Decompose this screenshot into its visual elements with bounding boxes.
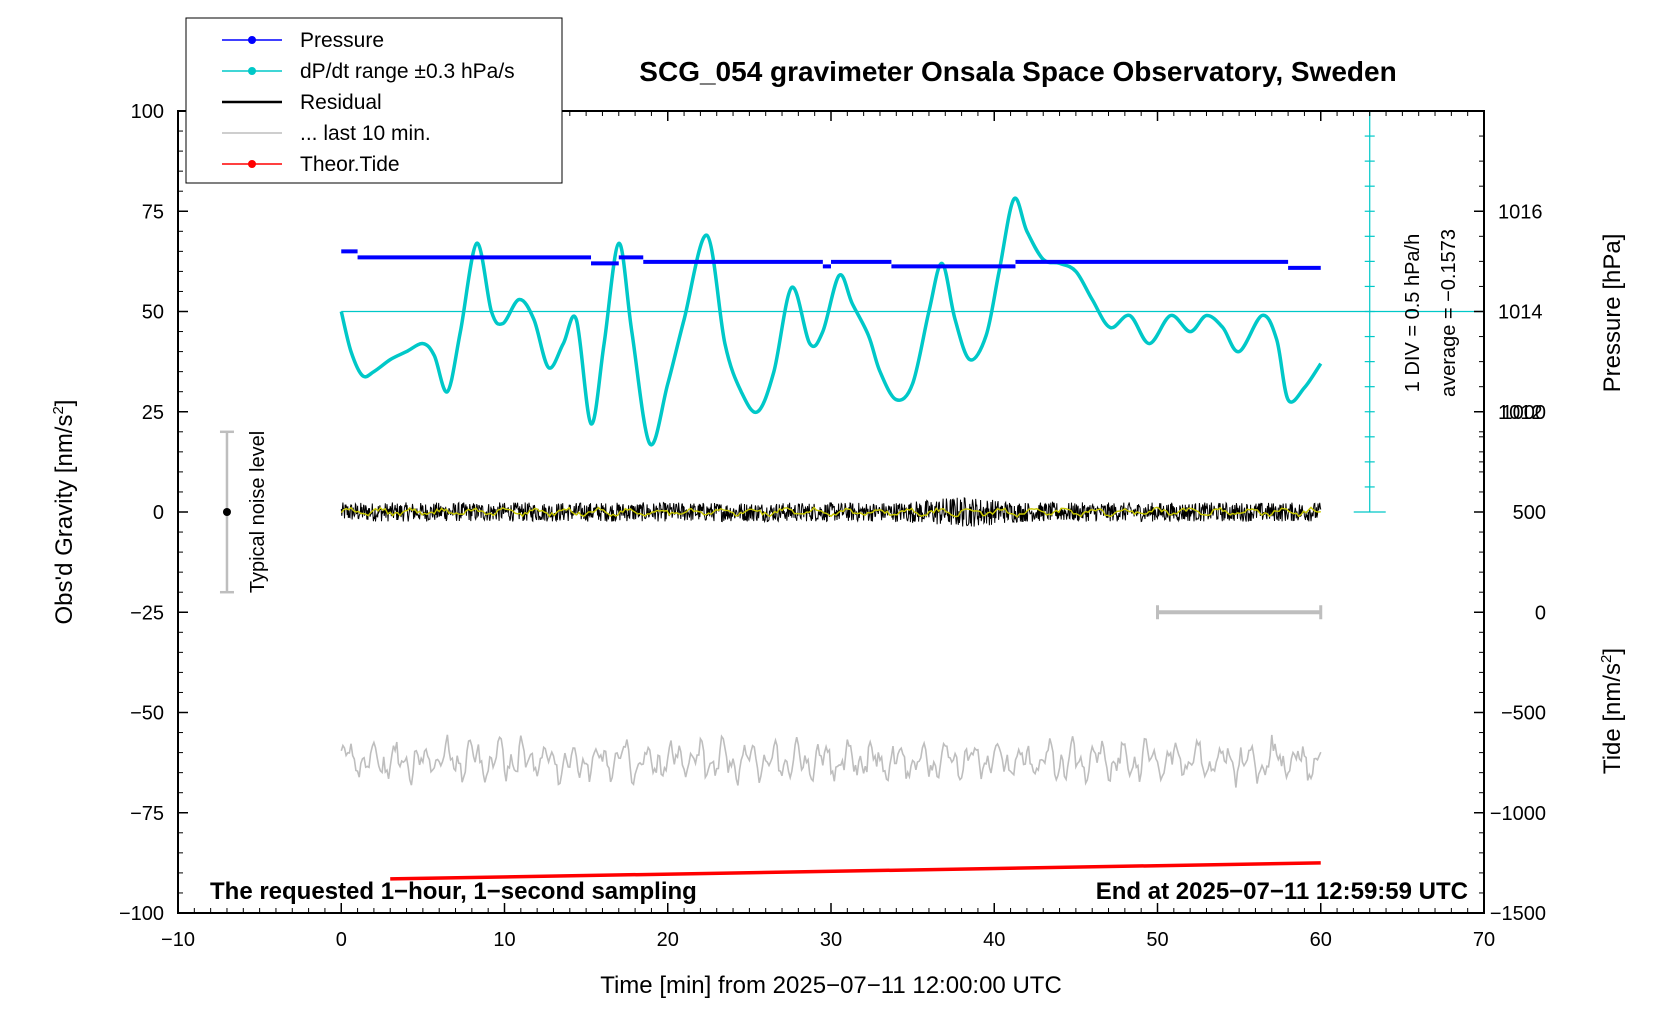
legend-label: dP/dt range ±0.3 hPa/s [300, 60, 515, 83]
tide-line [390, 861, 1321, 881]
y-tick-label-left: 25 [142, 402, 164, 424]
y-axis-title-tide: Tide [nm/s2] [1598, 648, 1626, 774]
legend-marker [248, 160, 256, 168]
tide-tick-label: 500 [1513, 502, 1546, 524]
x-tick-label: 70 [1473, 929, 1495, 951]
legend-label: Pressure [300, 29, 384, 52]
div-label: 1 DIV = 0.5 hPa/h [1402, 234, 1424, 392]
legend: Pressure dP/dt range ±0.3 hPa/s Residual..… [185, 17, 563, 184]
x-tick-label: 0 [336, 929, 347, 951]
y-tick-label-left: 75 [142, 201, 164, 223]
average-label: average = −0.1573 [1438, 229, 1460, 397]
y-tick-label-left: 100 [131, 101, 164, 123]
pressure-tick-label: 1016 [1498, 201, 1543, 223]
sampling-note: The requested 1−hour, 1−second sampling [210, 878, 697, 905]
tide-tick-label: 0 [1535, 602, 1546, 624]
residual-smoothed-trace [340, 506, 1321, 518]
tide-tick-label: −1000 [1490, 803, 1546, 825]
dpdt-curve [339, 196, 1323, 447]
residual-trace [340, 497, 1322, 527]
data-series [339, 196, 1323, 881]
x-tick-label: 20 [657, 929, 679, 951]
legend-marker [248, 67, 256, 75]
x-tick-label: 10 [493, 929, 515, 951]
y-tick-label-left: 50 [142, 302, 164, 324]
pressure-tick-label: 1012 [1498, 402, 1543, 424]
pressure-tick-label: 1014 [1498, 302, 1543, 324]
x-tick-label: 60 [1310, 929, 1332, 951]
y-tick-label-left: 0 [153, 502, 164, 524]
x-tick-label: 40 [983, 929, 1005, 951]
legend-label: Theor.Tide [300, 153, 400, 176]
x-axis-title: Time [min] from 2025−07−11 12:00:00 UTC [600, 972, 1062, 999]
noise-level-label: Typical noise level [247, 431, 269, 593]
end-time-note: End at 2025−07−11 12:59:59 UTC [1096, 878, 1468, 905]
y-tick-label-left: −25 [130, 602, 164, 624]
legend-marker [248, 36, 256, 44]
y-tick-label-left: −75 [130, 803, 164, 825]
last10-trace [340, 734, 1322, 788]
legend-label: Residual [300, 91, 382, 114]
y-tick-label-left: −100 [119, 903, 164, 925]
legend-label: ... last 10 min. [300, 122, 431, 145]
y-axis-title-pressure: Pressure [hPa] [1599, 234, 1626, 393]
reference-lines [219, 110, 1484, 620]
axes: −10 0 10 20 30 40 50 60 701007550250−25−50−75−10… [119, 101, 1546, 951]
x-tick-label: 50 [1146, 929, 1168, 951]
y-axis-title-left: Obs'd Gravity [nm/s2] [50, 400, 78, 625]
x-tick-label: 30 [820, 929, 842, 951]
noise-bar-dot [222, 508, 231, 516]
chart-title: SCG_054 gravimeter Onsala Space Observat… [639, 56, 1396, 87]
tide-tick-label: −500 [1501, 703, 1546, 725]
legend-box [185, 17, 563, 184]
tide-tick-label: −1500 [1490, 903, 1546, 925]
y-tick-label-left: −50 [130, 703, 164, 725]
x-tick-label: −10 [161, 929, 195, 951]
tide-tick-label: 1000 [1502, 402, 1547, 424]
